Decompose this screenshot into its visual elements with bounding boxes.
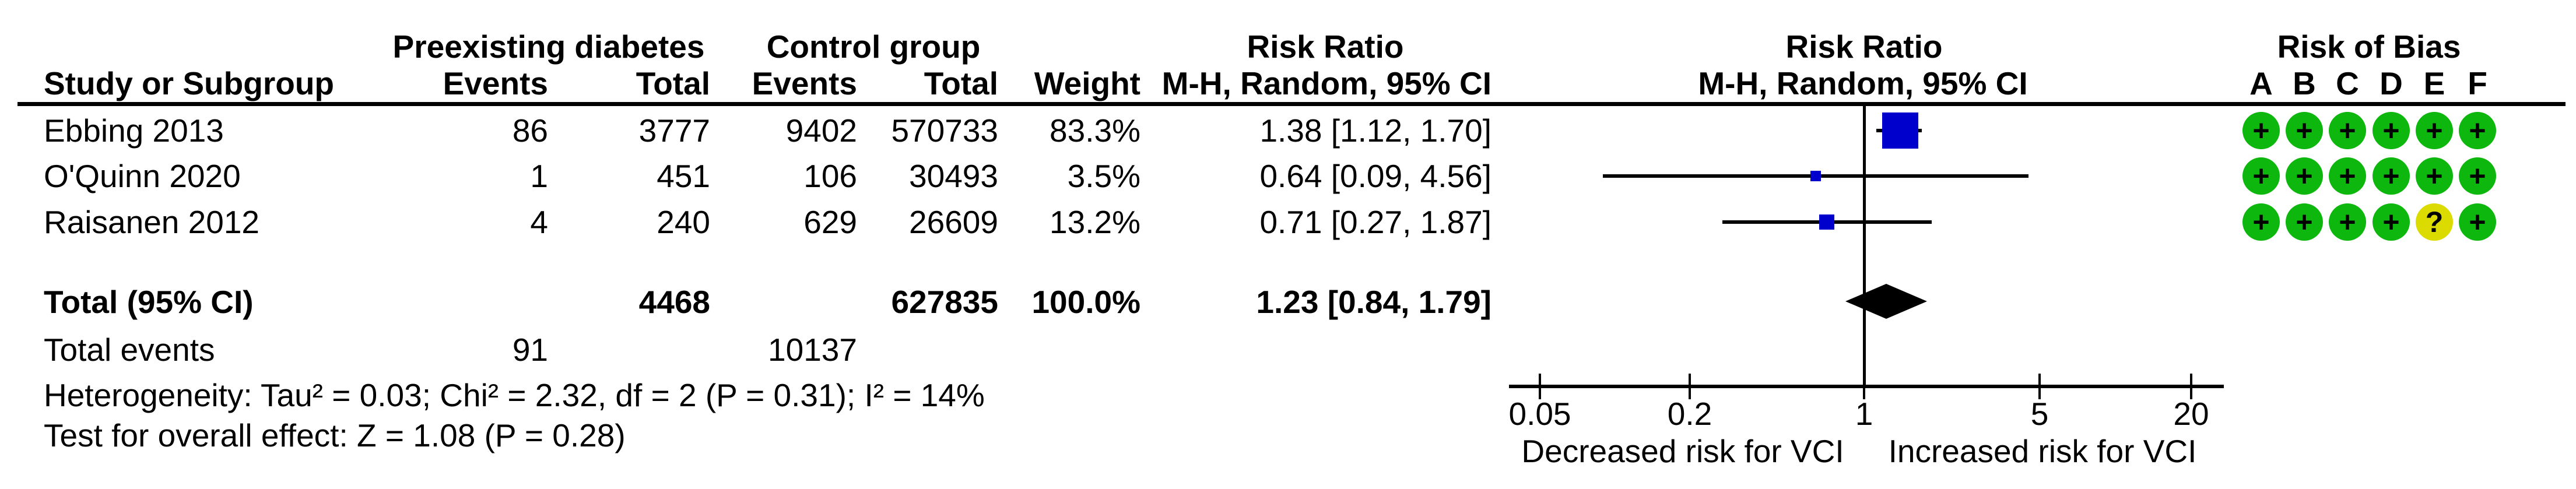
group-header-control: Control group [766,29,981,65]
rr-text-column-title: Risk Ratio [1247,29,1404,65]
x-axis-line [1509,385,2224,388]
null-effect-line [1863,104,1866,386]
weight-sum: 100.0% [1031,284,1140,320]
pooled-rr-ci: 1.23 [0.84, 1.79] [1256,284,1491,320]
total1-value: 451 [657,158,710,194]
rob-letter-a: A [2249,65,2273,101]
x-tick-5 [2038,374,2041,399]
study-name: O'Quinn 2020 [44,158,241,194]
rob-circle-unclear-risk: ? [2416,203,2453,241]
heterogeneity-stats: Heterogeneity: Tau² = 0.03; Chi² = 2.32,… [44,377,985,413]
rob-letter-e: E [2423,65,2445,101]
x-tick-label: 20 [2173,396,2209,432]
events1-value: 86 [512,112,548,149]
total1-value: 240 [657,204,710,240]
rob-circle-low-risk: + [2286,157,2323,195]
total-row-label: Total (95% CI) [44,284,254,320]
total2-value: 26609 [909,204,998,240]
group-header-diabetes: Preexisting diabetes [392,29,705,65]
rr-ci-value: 0.71 [0.27, 1.87] [1259,204,1491,240]
events2-column-header: Events [752,65,857,101]
events1-value: 1 [530,158,548,194]
x-tick-20 [2190,374,2192,399]
x-tick-0.05 [1539,374,1541,399]
x-tick-label: 0.05 [1508,396,1571,432]
x-tick-label: 5 [2030,396,2049,432]
weight-value: 3.5% [1067,158,1140,194]
axis-direction-label-right: Increased risk for VCI [1888,433,2197,469]
total1-column-header: Total [636,65,710,101]
events1-column-header: Events [443,65,548,101]
rob-circle-low-risk: + [2242,203,2280,241]
rob-circle-low-risk: + [2416,157,2453,195]
x-tick-label: 1 [1855,396,1873,432]
point-estimate-oquinn [1810,171,1821,181]
axis-direction-label-left: Decreased risk for VCI [1521,433,1844,469]
study-column-header: Study or Subgroup [44,65,335,101]
rr-text-column-subtitle: M-H, Random, 95% CI [1161,65,1491,101]
weight-column-header: Weight [1034,65,1140,101]
rob-circle-low-risk: + [2286,112,2323,149]
rr-ci-value: 1.38 [1.12, 1.70] [1259,112,1491,149]
total-events2: 10137 [768,332,857,368]
rob-circle-low-risk: + [2329,157,2366,195]
total-events-label: Total events [44,332,215,368]
rob-circle-low-risk: + [2242,112,2280,149]
rr-plot-column-subtitle: M-H, Random, 95% CI [1698,65,2028,101]
rob-circle-low-risk: + [2373,203,2410,241]
header-rule [17,102,2566,106]
events1-value: 4 [530,204,548,240]
rob-circle-low-risk: + [2373,157,2410,195]
total1-sum: 4468 [638,284,710,320]
total2-sum: 627835 [891,284,998,320]
study-name: Raisanen 2012 [44,204,260,240]
rob-letter-f: F [2468,65,2487,101]
total-diamond [1845,284,1927,319]
total-events1: 91 [512,332,548,368]
rob-circle-low-risk: + [2459,203,2496,241]
total2-column-header: Total [924,65,998,101]
rob-circle-low-risk: + [2329,112,2366,149]
weight-value: 13.2% [1050,204,1140,240]
rob-circle-low-risk: + [2329,203,2366,241]
events2-value: 629 [803,204,857,240]
point-estimate-raisanen [1819,214,1834,230]
rob-circle-low-risk: + [2242,157,2280,195]
rob-circle-low-risk: + [2286,203,2323,241]
rob-letter-b: B [2293,65,2316,101]
rob-letter-d: D [2380,65,2403,101]
x-tick-1 [1863,374,1865,399]
events2-value: 106 [803,158,857,194]
rob-circle-low-risk: + [2373,112,2410,149]
total2-value: 570733 [891,112,998,149]
x-tick-label: 0.2 [1667,396,1712,432]
overall-effect-test: Test for overall effect: Z = 1.08 (P = 0… [44,417,626,453]
total2-value: 30493 [909,158,998,194]
x-tick-0.2 [1689,374,1691,399]
rob-circle-low-risk: + [2416,112,2453,149]
rr-plot-column-title: Risk Ratio [1785,29,1943,65]
rr-ci-value: 0.64 [0.09, 4.56] [1259,158,1491,194]
total1-value: 3777 [638,112,710,149]
rob-letter-c: C [2336,65,2359,101]
events2-value: 9402 [785,112,857,149]
study-name: Ebbing 2013 [44,112,224,149]
point-estimate-ebbing [1882,112,1918,149]
rob-circle-low-risk: + [2459,112,2496,149]
weight-value: 83.3% [1050,112,1140,149]
rob-circle-low-risk: + [2459,157,2496,195]
risk-of-bias-title: Risk of Bias [2277,29,2461,65]
